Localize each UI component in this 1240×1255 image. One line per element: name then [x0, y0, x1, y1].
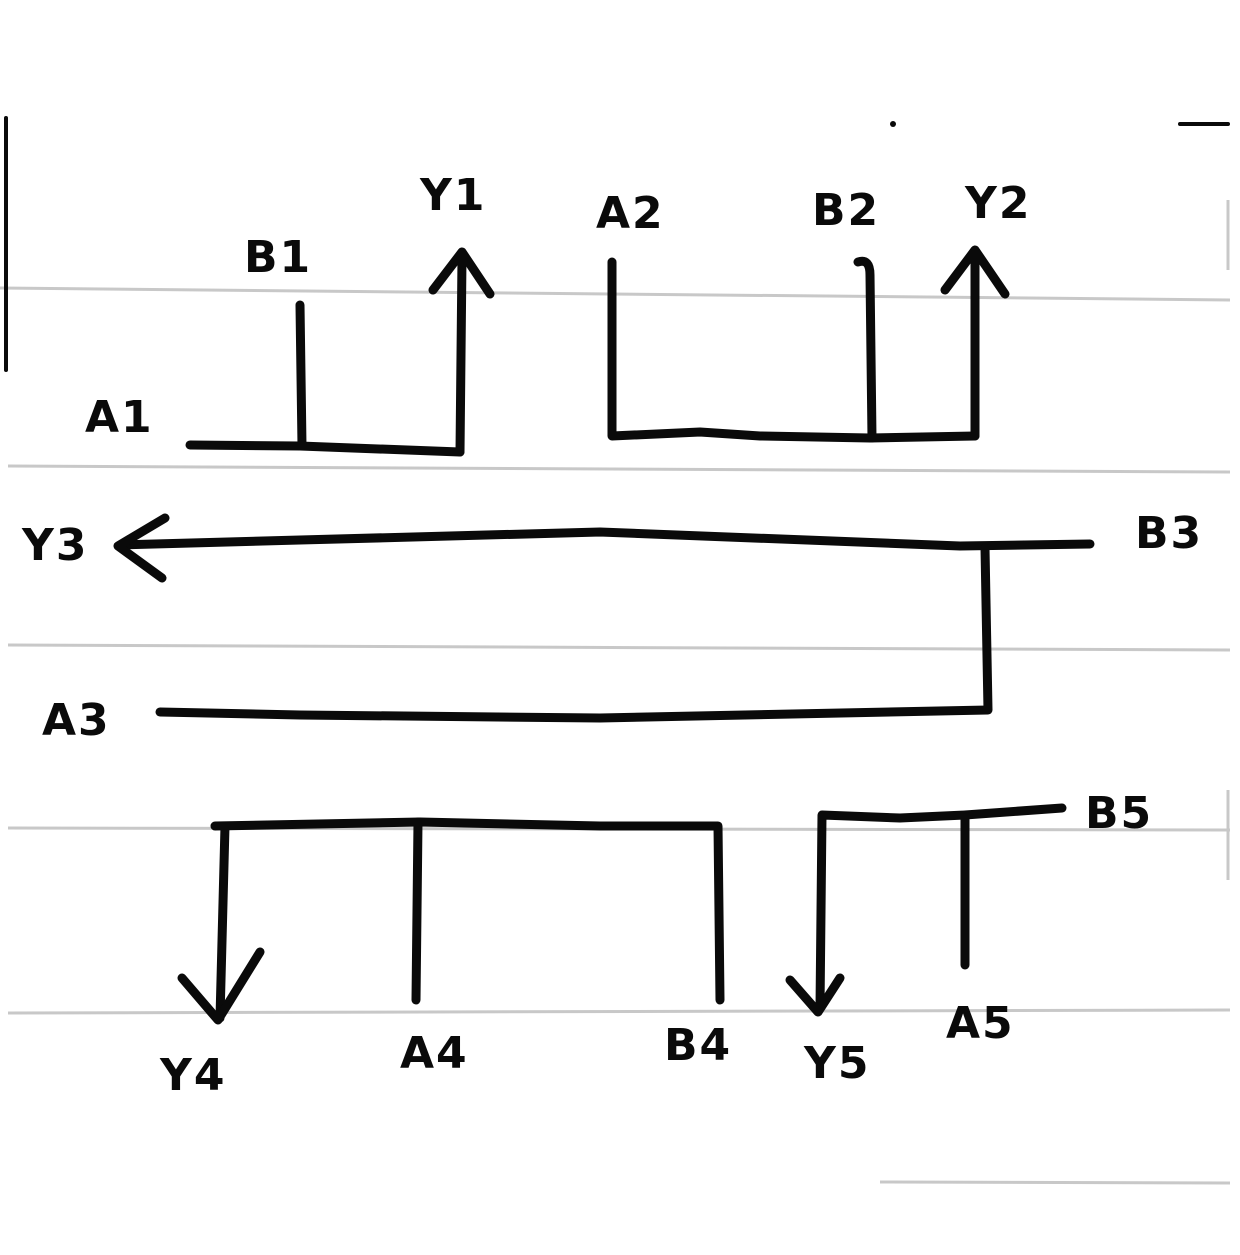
- ink-speck: [890, 121, 896, 127]
- wire-b2: [853, 256, 877, 443]
- ruled-line: [7, 643, 1231, 652]
- label-y5: Y5: [803, 1038, 870, 1089]
- circuit-5: [785, 803, 1067, 1017]
- wire-y1: [455, 253, 467, 457]
- wire-a3: [155, 543, 993, 723]
- label-b5: B5: [1085, 788, 1153, 839]
- wire-b1: [295, 300, 307, 451]
- wire-b5-y5: [815, 803, 1067, 1013]
- arrowhead-up-icon: [428, 247, 495, 299]
- label-y2: Y2: [964, 178, 1031, 229]
- wire-b4: [210, 817, 725, 1005]
- circuit-4: [177, 817, 725, 1025]
- label-a3: A3: [42, 695, 111, 746]
- wire-a4: [411, 817, 423, 1005]
- arrowhead-left-icon: [113, 513, 170, 583]
- label-b3: B3: [1135, 508, 1203, 559]
- ruled-line: [7, 1008, 1231, 1015]
- label-a1: A1: [85, 392, 154, 443]
- wire-y4: [215, 821, 230, 1023]
- label-a4: A4: [400, 1028, 469, 1079]
- arrowhead-up-icon: [940, 245, 1010, 299]
- label-a2: A2: [596, 188, 665, 239]
- label-b2: B2: [812, 185, 880, 236]
- label-b1: B1: [244, 232, 312, 283]
- label-y1: Y1: [419, 170, 486, 221]
- wire-b3-y3: [115, 527, 1095, 551]
- label-y3: Y3: [21, 520, 88, 571]
- label-a5: A5: [946, 998, 1015, 1049]
- label-y4: Y4: [159, 1050, 226, 1101]
- ruled-line: [879, 1180, 1231, 1185]
- circuit-1: [185, 247, 495, 457]
- arrowhead-down-icon: [177, 947, 265, 1025]
- circuit-3: [113, 513, 1095, 723]
- wire-a2: [607, 257, 980, 443]
- wire-a1: [185, 440, 465, 457]
- label-b4: B4: [664, 1020, 732, 1071]
- ruled-line: [7, 464, 1231, 474]
- labels: B1 Y1 A1 A2 B2 Y2 Y3 B3 A3 B5 Y4 A4 B4 Y…: [21, 170, 1203, 1101]
- circuit-2: [607, 245, 1010, 443]
- arrowhead-down-icon: [785, 973, 845, 1017]
